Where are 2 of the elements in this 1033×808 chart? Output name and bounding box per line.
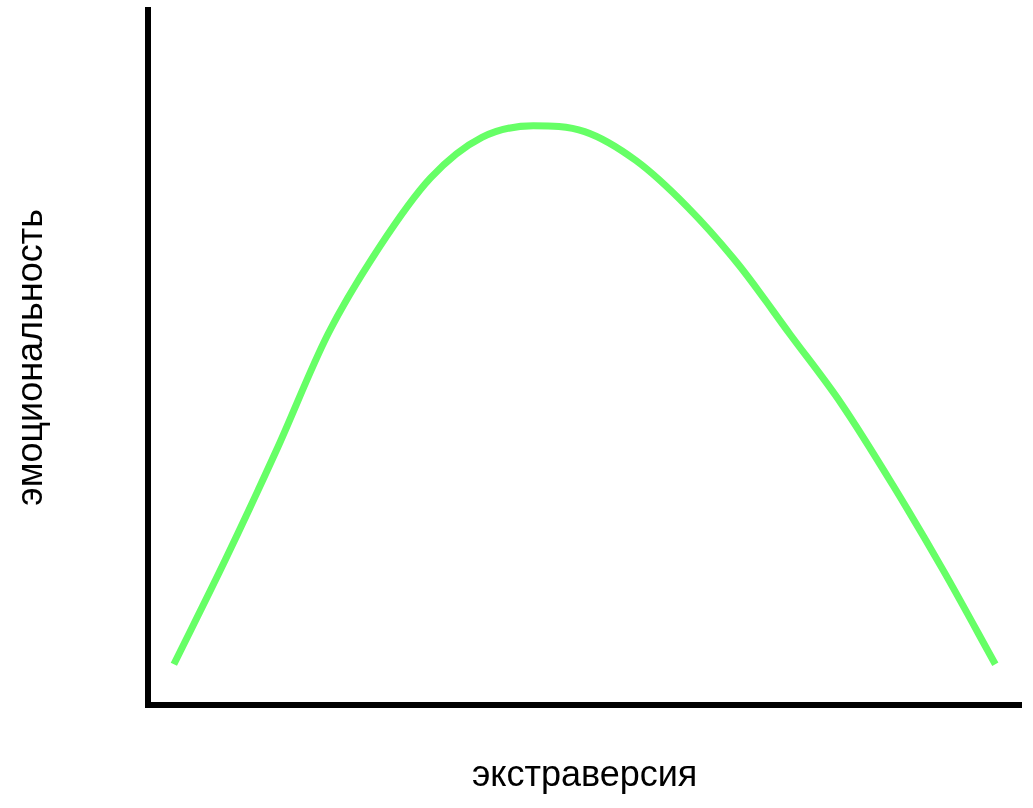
y-axis-title: эмоциональность <box>8 209 50 506</box>
x-axis-title: экстраверсия <box>471 753 698 795</box>
